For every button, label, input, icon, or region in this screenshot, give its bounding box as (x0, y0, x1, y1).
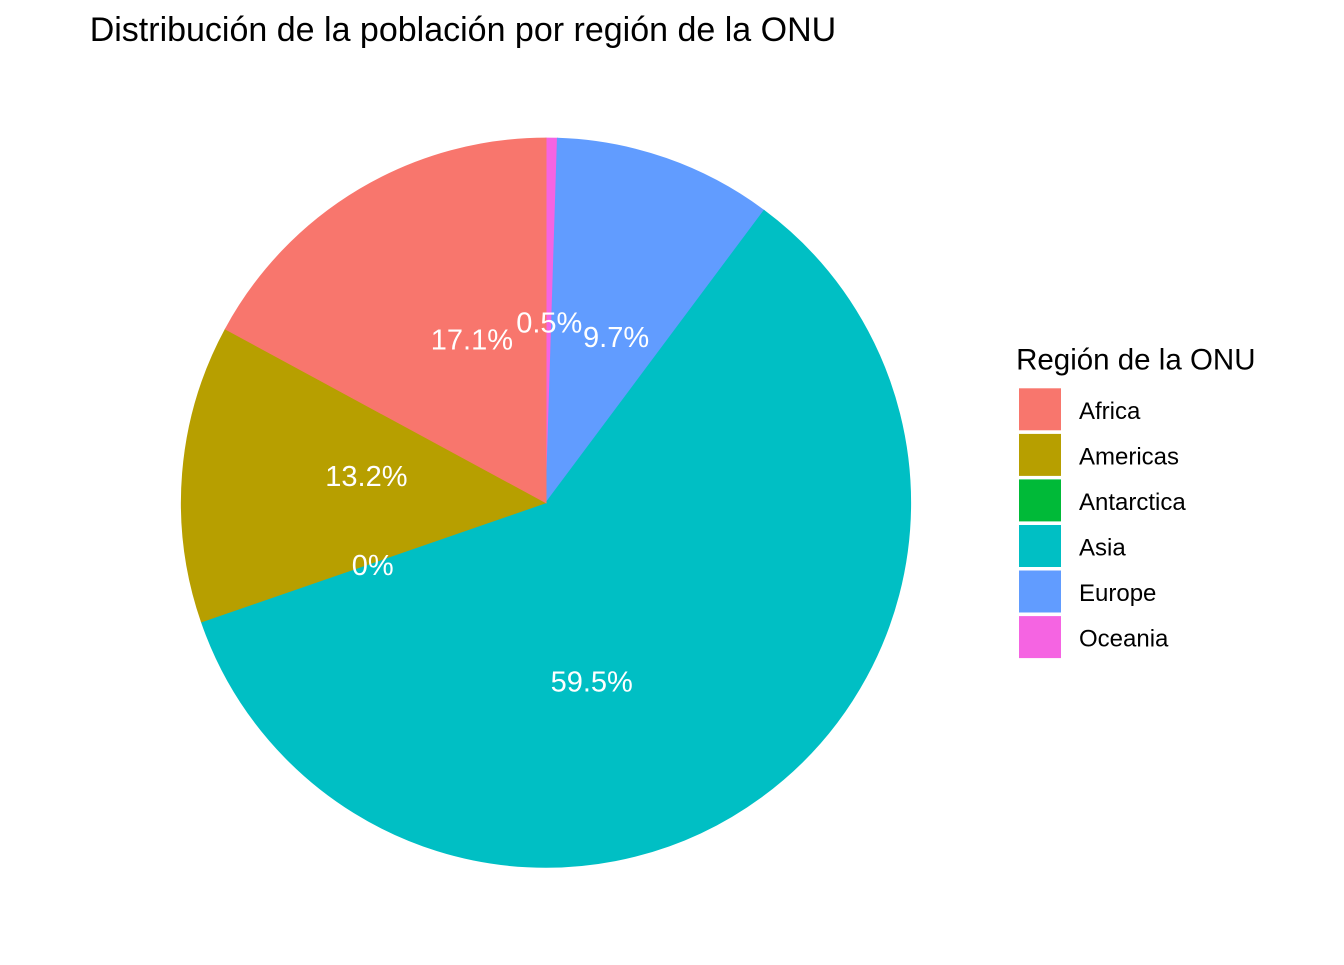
svg-text:Antarctica: Antarctica (1079, 489, 1186, 516)
svg-text:59.5%: 59.5% (551, 667, 633, 699)
svg-text:0.5%: 0.5% (516, 308, 582, 340)
svg-text:0%: 0% (352, 550, 394, 582)
svg-text:Asia: Asia (1079, 535, 1126, 562)
svg-text:Distribución de la población p: Distribución de la población por región … (90, 11, 837, 49)
svg-text:Región de la ONU: Región de la ONU (1016, 344, 1255, 377)
svg-text:Africa: Africa (1079, 398, 1141, 425)
svg-text:Americas: Americas (1079, 443, 1179, 470)
svg-text:17.1%: 17.1% (431, 324, 513, 356)
svg-text:9.7%: 9.7% (583, 322, 649, 354)
svg-text:13.2%: 13.2% (325, 461, 407, 493)
svg-text:Europe: Europe (1079, 580, 1156, 607)
svg-text:Oceania: Oceania (1079, 626, 1169, 653)
